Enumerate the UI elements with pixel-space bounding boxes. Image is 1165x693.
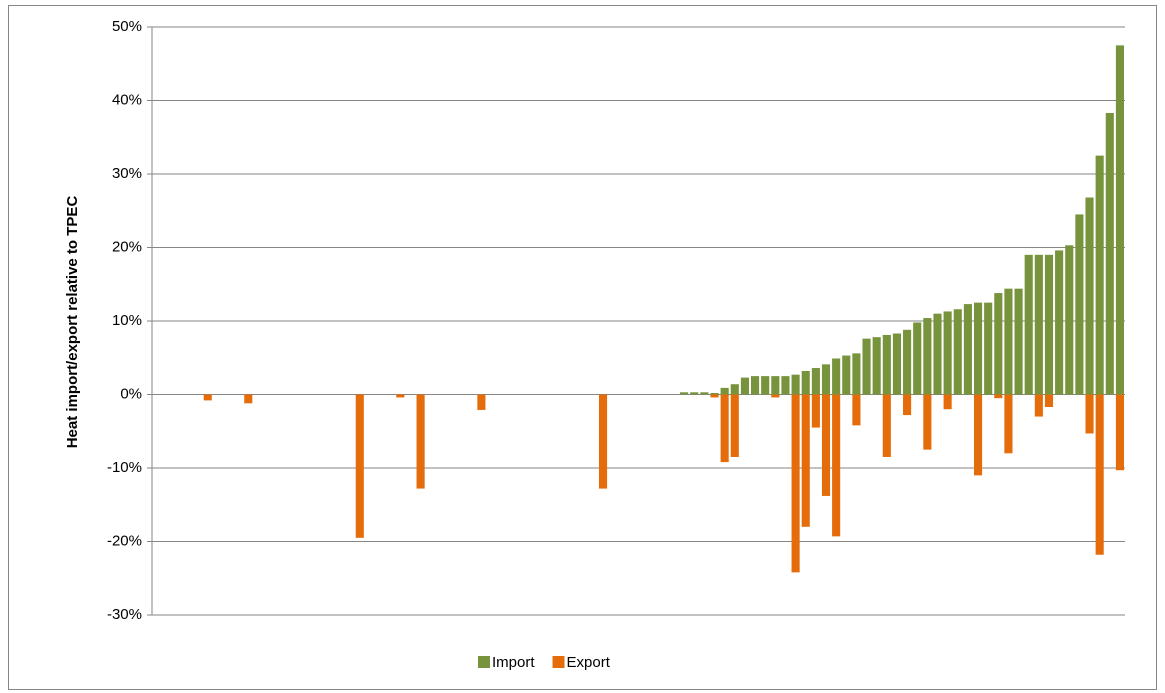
bar (710, 394, 719, 398)
bar (801, 394, 810, 527)
bar (832, 394, 841, 537)
y-tick-label: 50% (112, 18, 142, 35)
y-axis-title: Heat import/export relative to TPEC (64, 196, 81, 449)
bar (700, 392, 709, 395)
bar (913, 322, 922, 395)
bar (416, 394, 425, 489)
legend-label: Import (492, 654, 535, 671)
bar (1065, 245, 1074, 395)
bar (811, 394, 820, 428)
y-tick-label: 30% (112, 165, 142, 182)
bar (811, 368, 820, 395)
bar (973, 302, 983, 395)
y-tick-label: 40% (112, 91, 142, 108)
bar (892, 333, 902, 395)
bar (791, 374, 800, 395)
bar (740, 377, 749, 395)
bar (355, 394, 364, 538)
bar (1055, 250, 1064, 395)
bar (801, 370, 810, 395)
bar (882, 334, 891, 395)
bar (771, 376, 780, 395)
bar (1085, 394, 1094, 434)
bar (1115, 394, 1124, 471)
bar (973, 394, 983, 476)
legend-label: Export (567, 654, 611, 671)
bar (832, 358, 841, 395)
bar (994, 394, 1003, 399)
bar (852, 353, 861, 395)
bar (1034, 394, 1043, 417)
bar (1044, 394, 1054, 407)
bar (1004, 394, 1013, 454)
bar (730, 394, 739, 457)
bar (953, 309, 962, 395)
bar (1024, 254, 1033, 395)
bar (1004, 288, 1013, 395)
bar (821, 394, 831, 496)
y-tick-label: 0% (120, 385, 142, 402)
bar (923, 318, 932, 395)
bar (1044, 254, 1054, 395)
bar (872, 337, 881, 395)
bar (751, 376, 760, 395)
bar (1075, 214, 1084, 395)
bar (730, 384, 739, 395)
bar (903, 329, 912, 395)
bar (720, 394, 729, 463)
y-tick-label: 20% (112, 238, 142, 255)
bar (761, 376, 770, 395)
bar (477, 394, 486, 410)
bar (690, 392, 699, 395)
bar (1014, 288, 1023, 395)
bar (963, 304, 972, 395)
bar (598, 394, 608, 489)
bar (203, 394, 212, 401)
bar (923, 394, 932, 450)
legend-swatch (478, 656, 490, 668)
bar (396, 394, 405, 398)
bar (994, 293, 1003, 395)
bar (882, 394, 891, 457)
bar (1095, 394, 1104, 555)
legend-swatch (552, 656, 565, 668)
bar (903, 394, 912, 416)
bar (842, 355, 851, 395)
y-tick-label: -10% (107, 459, 142, 476)
bar (781, 376, 790, 395)
bar (1105, 112, 1114, 395)
bar (933, 313, 942, 395)
bar (1095, 155, 1104, 395)
y-tick-label: -20% (107, 532, 142, 549)
bar (1034, 254, 1043, 395)
bar (244, 394, 253, 404)
bar (943, 311, 952, 395)
bar (821, 364, 831, 395)
bar (720, 387, 729, 395)
bar (680, 392, 689, 395)
y-tick-label: 10% (112, 312, 142, 329)
bar (1115, 45, 1124, 395)
bar (1085, 197, 1094, 395)
bar (791, 394, 800, 573)
bar (852, 394, 861, 426)
bar (984, 302, 993, 395)
y-tick-label: -30% (107, 606, 142, 623)
bar (862, 338, 871, 395)
bar (771, 394, 780, 398)
bar (710, 393, 719, 395)
bar (943, 394, 952, 410)
